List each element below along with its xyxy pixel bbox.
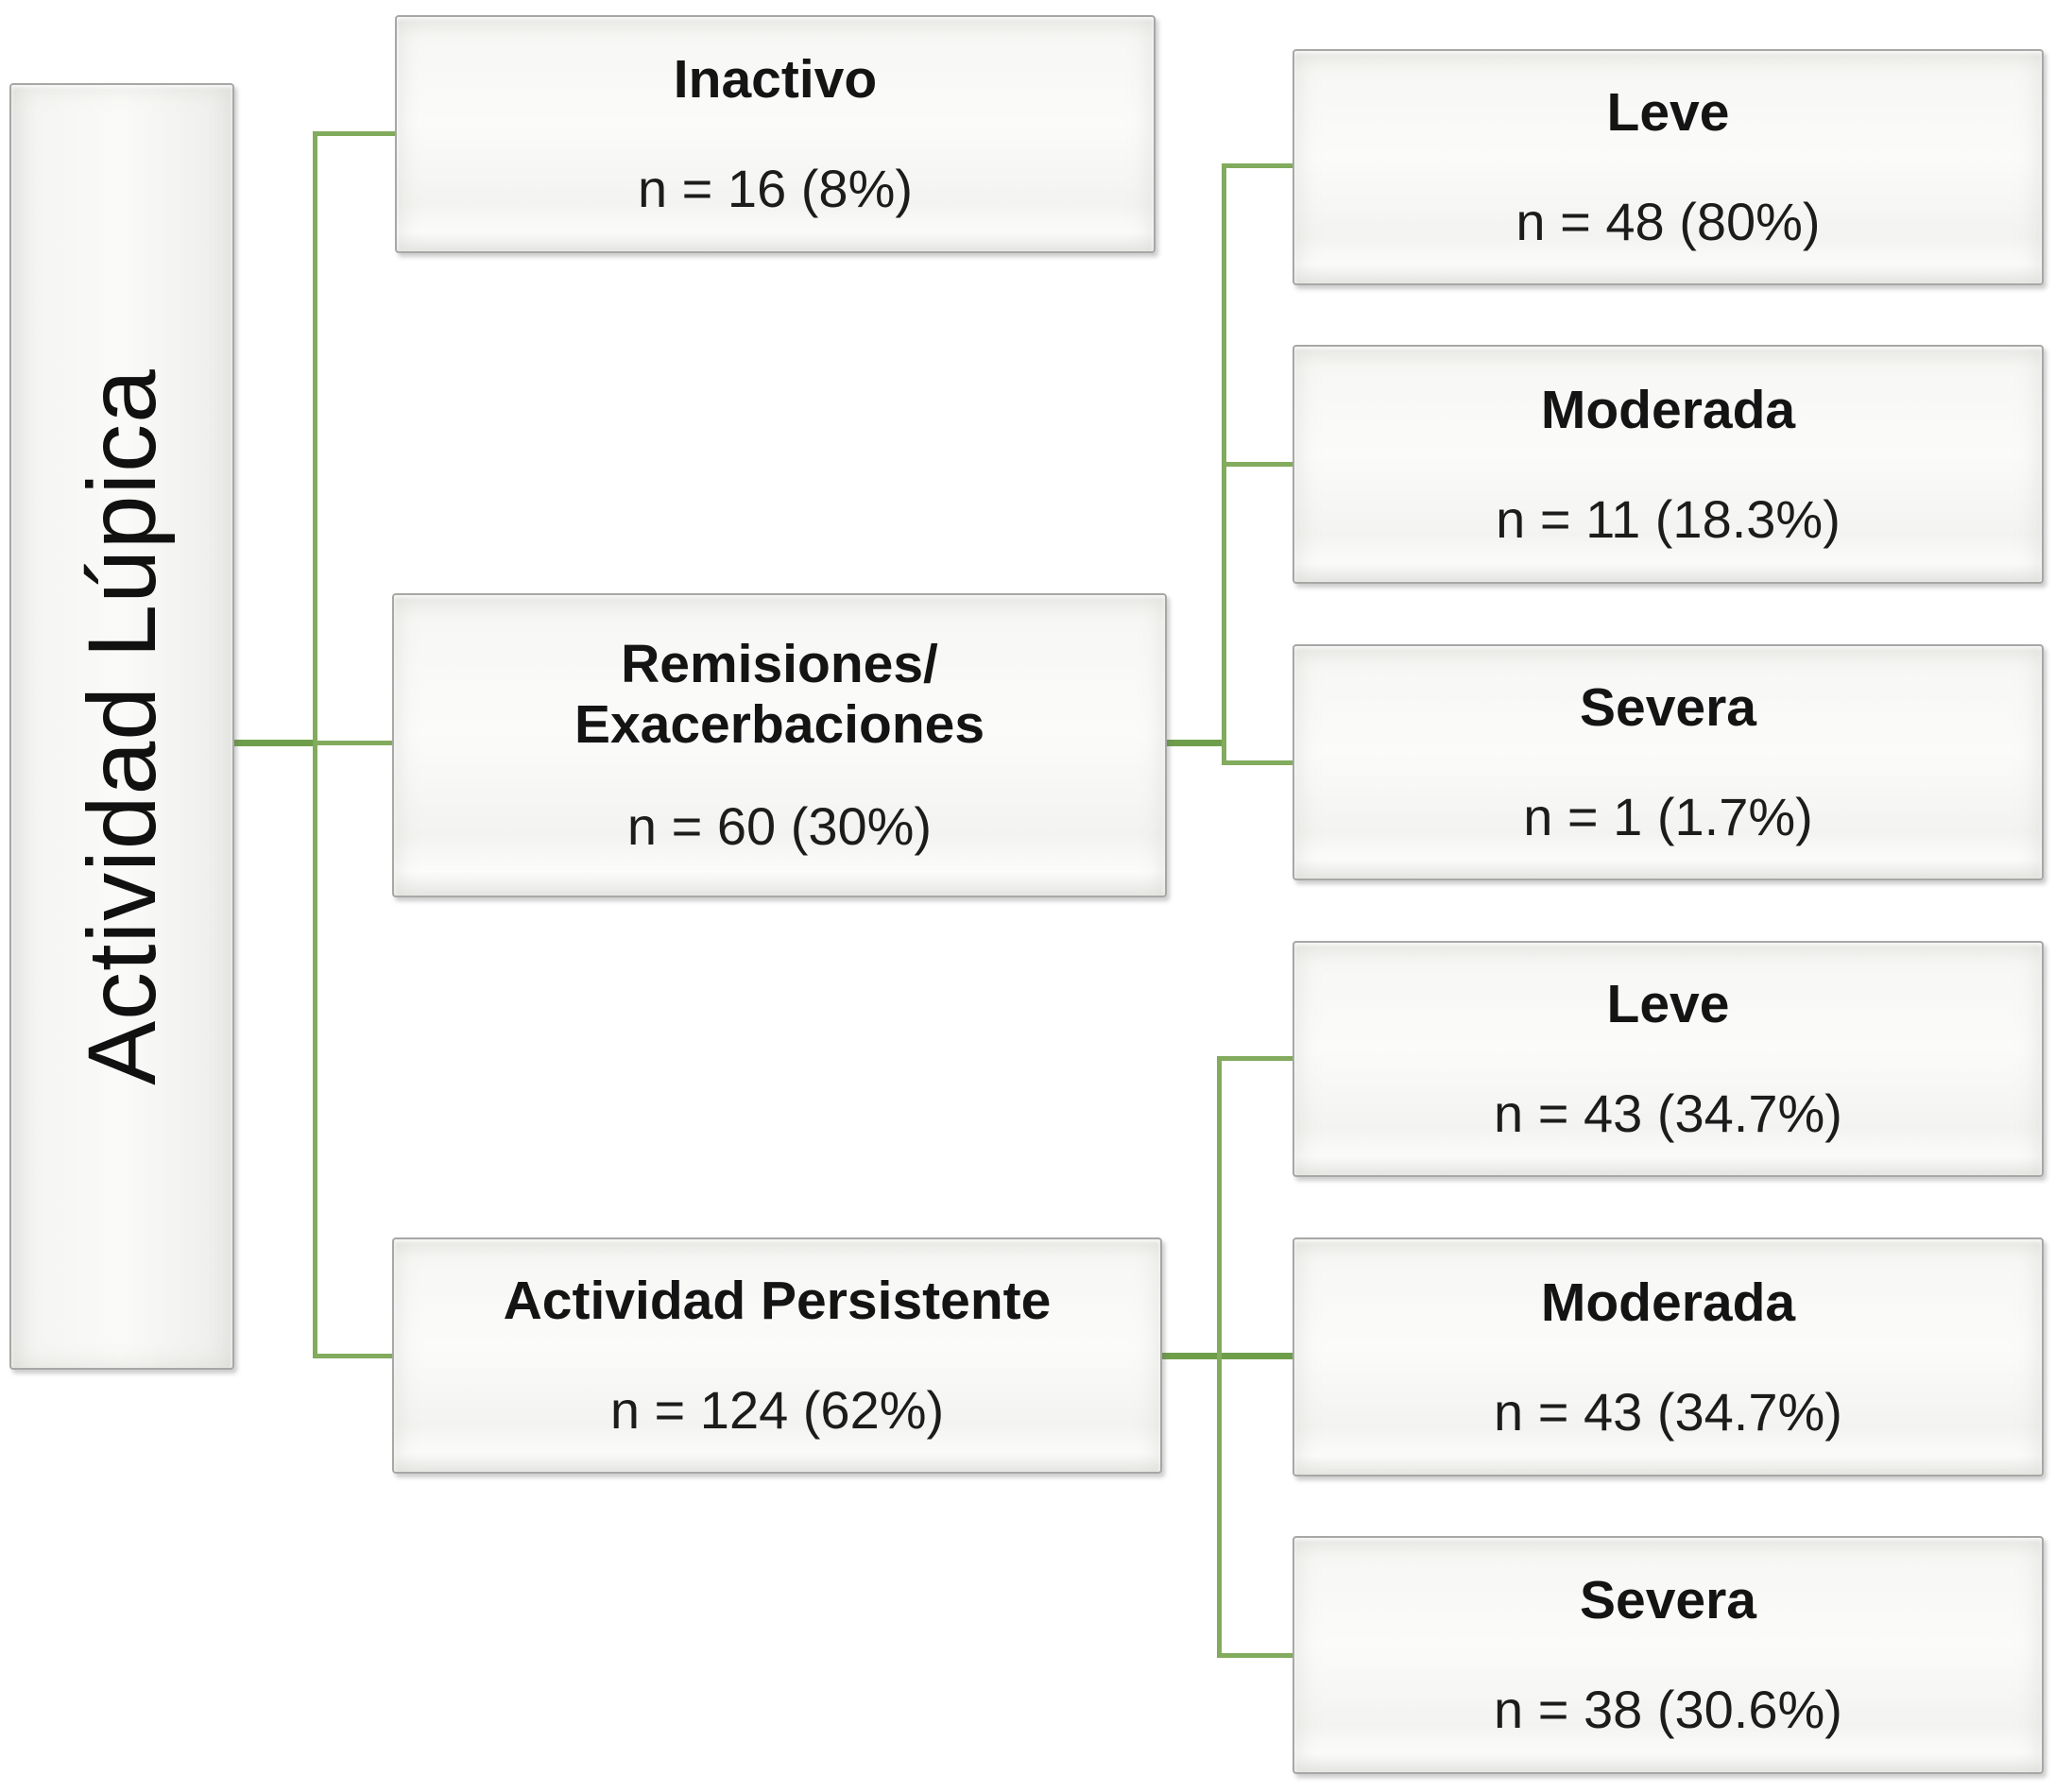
node-remisiones-value: n = 60 (30%)	[626, 796, 933, 857]
connector-to-rem-severa-line	[1222, 760, 1293, 765]
node-root-label: Actividad Lúpica	[67, 367, 176, 1085]
node-actividad-persistente: Actividad Persistente n = 124 (62%)	[392, 1237, 1162, 1474]
connector-persistente-vertical-line	[1217, 1056, 1222, 1658]
node-persistente-severa: Severa n = 38 (30.6%)	[1293, 1536, 2044, 1774]
connector-to-rem-leve-line	[1222, 163, 1293, 168]
node-per-leve-label: Leve	[1606, 974, 1730, 1035]
node-rem-severa-label: Severa	[1579, 677, 1756, 739]
connector-to-persistente-line	[313, 1354, 392, 1358]
connector-remisiones-stub-line	[1167, 740, 1226, 746]
node-rem-leve-value: n = 48 (80%)	[1516, 192, 1821, 252]
node-persistente-leve: Leve n = 43 (34.7%)	[1293, 941, 2044, 1177]
node-inactivo-label: Inactivo	[673, 49, 878, 111]
connector-to-per-severa-line	[1217, 1653, 1293, 1658]
node-per-severa-value: n = 38 (30.6%)	[1494, 1680, 1842, 1740]
node-rem-leve-label: Leve	[1606, 82, 1730, 144]
node-per-leve-value: n = 43 (34.7%)	[1494, 1084, 1842, 1144]
node-root-actividad-lupica: Actividad Lúpica	[9, 83, 234, 1370]
node-rem-moderada-label: Moderada	[1540, 379, 1796, 440]
node-remisiones-moderada: Moderada n = 11 (18.3%)	[1293, 345, 2044, 584]
connector-persistente-stub-line	[1162, 1353, 1293, 1359]
node-remisiones-label-line1: Remisiones/	[621, 634, 938, 695]
node-inactivo: Inactivo n = 16 (8%)	[395, 15, 1156, 253]
node-rem-moderada-value: n = 11 (18.3%)	[1496, 488, 1841, 549]
node-per-severa-label: Severa	[1579, 1570, 1756, 1631]
connector-left-vertical-line	[313, 131, 317, 1358]
node-remisiones-label-line2: Exacerbaciones	[574, 694, 985, 756]
node-inactivo-value: n = 16 (8%)	[637, 159, 914, 219]
connector-to-inactivo-line	[313, 131, 395, 136]
node-per-moderada-label: Moderada	[1540, 1271, 1796, 1333]
node-remisiones-leve: Leve n = 48 (80%)	[1293, 49, 2044, 285]
node-persistente-value: n = 124 (62%)	[609, 1380, 945, 1441]
node-rem-severa-value: n = 1 (1.7%)	[1523, 787, 1813, 847]
node-persistente-label: Actividad Persistente	[503, 1271, 1052, 1332]
connector-to-rem-moderada-line	[1222, 462, 1293, 467]
connector-root-to-branch-line	[234, 740, 317, 746]
node-remisiones-severa: Severa n = 1 (1.7%)	[1293, 644, 2044, 880]
node-remisiones-exacerbaciones: Remisiones/ Exacerbaciones n = 60 (30%)	[392, 593, 1167, 897]
node-per-moderada-value: n = 43 (34.7%)	[1494, 1381, 1842, 1442]
connector-to-remisiones-line	[317, 741, 392, 745]
node-persistente-moderada: Moderada n = 43 (34.7%)	[1293, 1237, 2044, 1476]
connector-to-per-leve-line	[1217, 1056, 1293, 1061]
